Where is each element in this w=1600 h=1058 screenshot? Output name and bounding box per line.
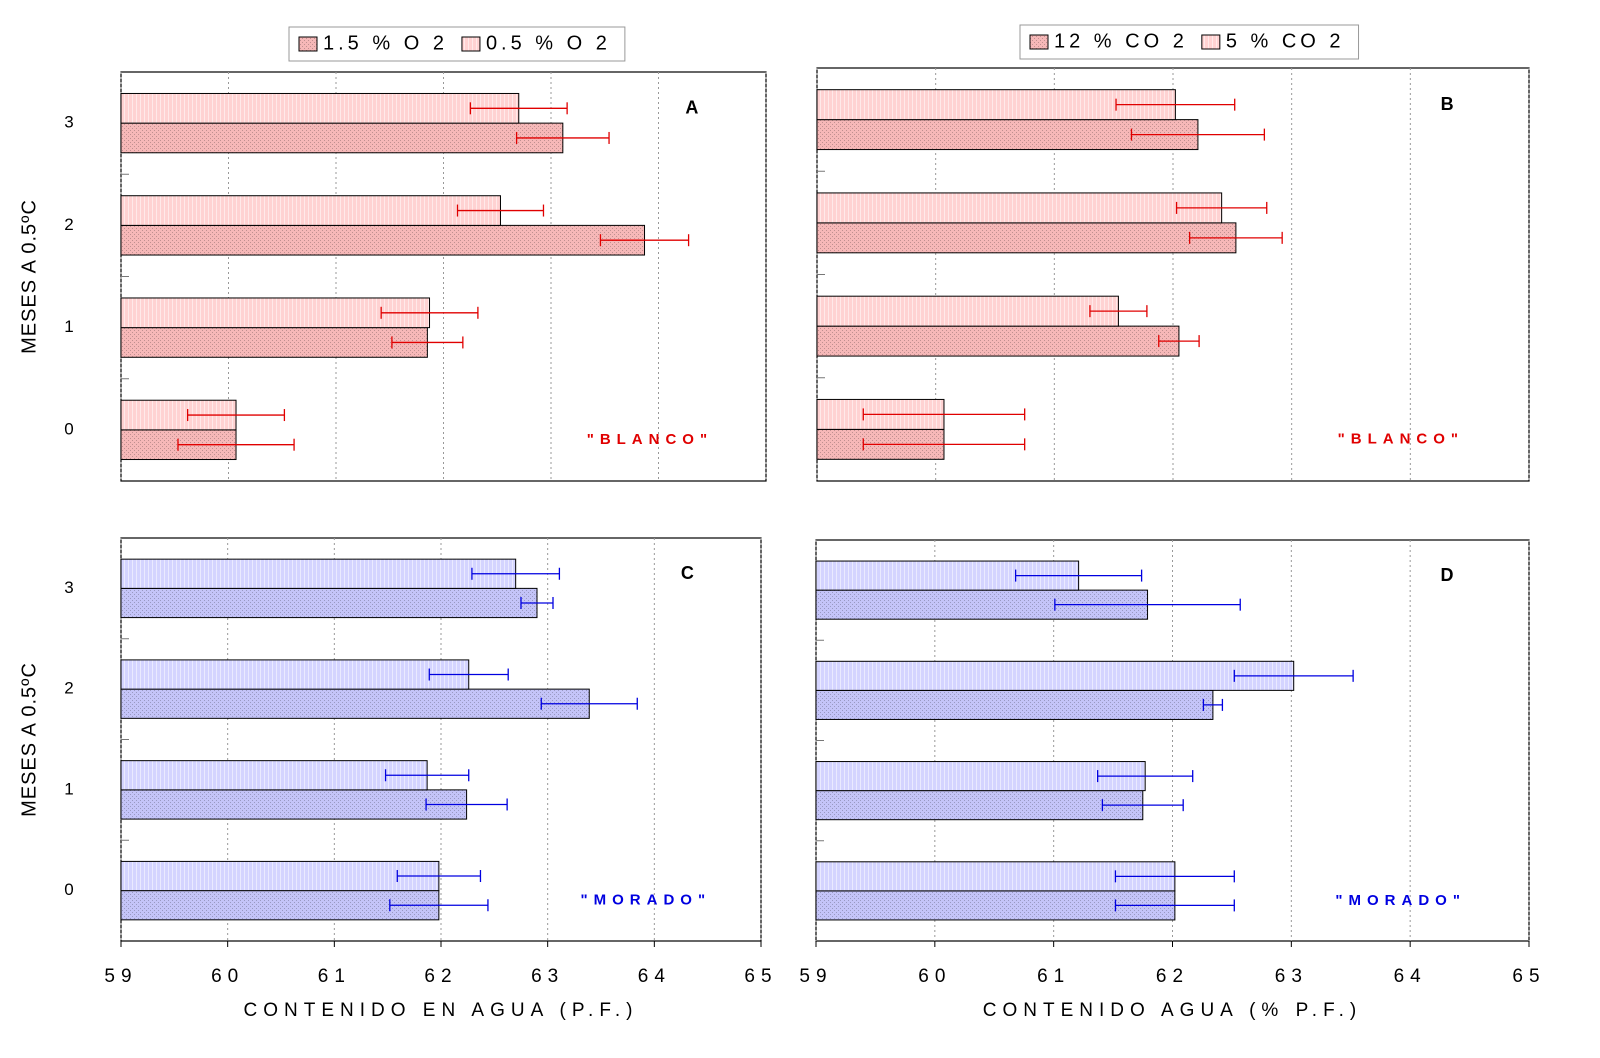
y-tick-label: 0 (64, 880, 73, 899)
x-tick-label: 65 (744, 966, 777, 987)
error-bar (540, 697, 638, 710)
annotation: "MORADO" (581, 892, 712, 909)
y-tick-label: 1 (64, 317, 73, 336)
bar (120, 760, 428, 791)
y-tick-label: 1 (64, 779, 73, 798)
legend-label: 1.5 % O 2 (323, 32, 448, 54)
x-tick-label: 64 (638, 966, 671, 987)
error-bar (1130, 128, 1266, 141)
annotation: "MORADO" (1335, 892, 1466, 909)
error-bar (1158, 335, 1200, 348)
bar (120, 659, 470, 690)
x-tick-label: 61 (1037, 966, 1070, 987)
bar (120, 587, 538, 619)
annotation: "BLANCO" (1338, 431, 1464, 448)
error-bar (862, 408, 1026, 421)
error-bar (1089, 305, 1148, 318)
error-bar (1175, 201, 1268, 214)
error-bar (520, 596, 554, 609)
x-tick-label: 60 (918, 966, 951, 987)
bar (120, 327, 428, 358)
error-bar (384, 769, 470, 782)
x-tick-label: 63 (531, 966, 564, 987)
error-bar (425, 798, 508, 811)
x-tick-label: 65 (1512, 966, 1545, 987)
x-tick-label: 59 (104, 966, 137, 987)
legend-label: 5 % CO 2 (1226, 30, 1345, 52)
error-bar (1054, 598, 1241, 611)
error-bar (428, 668, 509, 681)
legend-frame (288, 26, 626, 62)
bar (120, 688, 590, 719)
y-axis-label: MESES A 0.5ºC (18, 662, 40, 817)
error-bar (1014, 569, 1143, 582)
error-bar (1101, 799, 1184, 812)
x-tick-label: 62 (1156, 966, 1189, 987)
legend-swatch (461, 36, 481, 52)
bar (120, 789, 468, 820)
x-tick-label: 59 (799, 966, 832, 987)
legend-swatch (1201, 34, 1221, 50)
error-bar (1115, 98, 1236, 111)
bar (120, 558, 517, 589)
x-tick-label: 60 (211, 966, 244, 987)
y-tick-label: 2 (64, 679, 73, 698)
x-tick-label: 63 (1275, 966, 1308, 987)
error-bar (396, 870, 482, 883)
error-bar (391, 336, 464, 349)
error-bar (1114, 899, 1235, 912)
bar (815, 660, 1295, 691)
error-bar (177, 438, 295, 451)
bar (120, 860, 440, 892)
x-tick-label: 61 (318, 966, 351, 987)
panel-label: B (1441, 94, 1454, 114)
error-bar (389, 899, 489, 912)
legend-frame (1019, 24, 1360, 60)
bar (816, 222, 1237, 254)
legend-swatch (298, 36, 318, 52)
bar (816, 192, 1223, 224)
y-axis-label: MESES A 0.5ºC (18, 199, 40, 354)
bar (816, 325, 1180, 357)
legend-swatch (1029, 34, 1049, 50)
error-bar (471, 567, 561, 580)
bar (120, 297, 431, 329)
bar (120, 92, 520, 124)
legend-label: 12 % CO 2 (1054, 30, 1188, 52)
error-bar (599, 234, 690, 247)
error-bar (1114, 870, 1235, 883)
error-bar (1202, 698, 1224, 711)
y-tick-label: 2 (64, 215, 73, 234)
x-tick-label: 62 (424, 966, 457, 987)
error-bar (1233, 669, 1354, 682)
error-bar (380, 306, 479, 319)
panel-label: D (1441, 565, 1454, 585)
x-axis-label: CONTENIDO AGUA (% P.F.) (983, 1000, 1362, 1021)
error-bar (469, 102, 568, 115)
bar (120, 122, 564, 154)
bar (815, 790, 1144, 821)
bar (120, 195, 501, 226)
panel-label: A (685, 98, 698, 118)
panel-label: C (681, 563, 694, 583)
y-tick-label: 0 (64, 419, 73, 438)
error-bar (515, 131, 610, 144)
bar (120, 224, 646, 256)
error-bar (186, 409, 286, 422)
y-tick-label: 3 (64, 113, 73, 132)
error-bar (1096, 770, 1194, 783)
bar (815, 689, 1214, 720)
annotation: "BLANCO" (587, 431, 713, 448)
x-tick-label: 64 (1394, 966, 1427, 987)
legend-label: 0.5 % O 2 (486, 32, 611, 54)
bar (816, 295, 1119, 327)
bar (815, 761, 1146, 792)
error-bar (1188, 231, 1283, 244)
error-bar (862, 438, 1026, 451)
y-tick-label: 3 (64, 578, 73, 597)
x-axis-label: CONTENIDO EN AGUA (P.F.) (244, 1000, 639, 1021)
error-bar (456, 204, 545, 217)
